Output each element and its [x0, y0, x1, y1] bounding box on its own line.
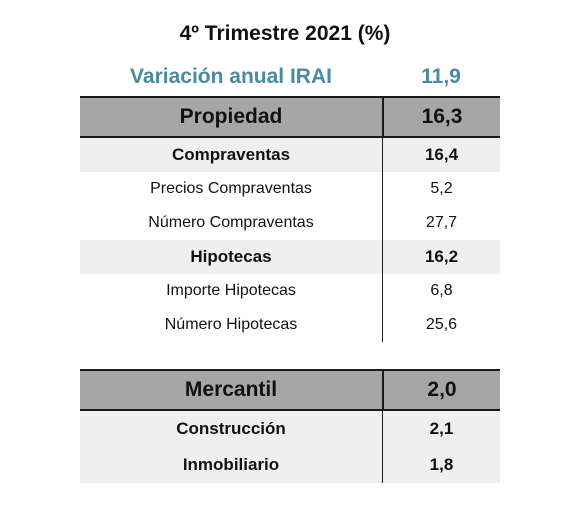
row-label: Inmobiliario	[182, 455, 280, 474]
table-row: Inmobiliario 1,8	[80, 447, 500, 483]
row-value: 27,7	[382, 206, 500, 240]
annual-variation-row: Variación anual IRAI 11,9	[80, 62, 500, 92]
row-value: 25,6	[382, 308, 500, 342]
row-value: 5,2	[382, 172, 500, 206]
row-label: Número Hipotecas	[164, 316, 298, 333]
table-row: Compraventas 16,4	[80, 138, 500, 172]
mercantil-table: Mercantil 2,0 Construcción 2,1 Inmobilia…	[80, 369, 500, 483]
page-title: 4º Trimestre 2021 (%)	[179, 22, 391, 45]
table-row: Hipotecas 16,2	[80, 240, 500, 274]
mercantil-label: Mercantil	[184, 378, 278, 401]
row-label: Precios Compraventas	[150, 180, 312, 197]
table-row: Importe Hipotecas 6,8	[80, 274, 500, 308]
row-value: 2,1	[382, 411, 500, 447]
propiedad-label: Propiedad	[179, 105, 283, 128]
mercantil-header-row: Mercantil 2,0	[80, 369, 500, 411]
row-value: 16,4	[382, 138, 500, 172]
annual-variation-label: Variación anual IRAI	[130, 65, 332, 88]
propiedad-value: 16,3	[382, 98, 500, 136]
table-row: Número Hipotecas 25,6	[80, 308, 500, 342]
row-value: 16,2	[382, 240, 500, 274]
row-label: Hipotecas	[190, 247, 272, 266]
table-row: Precios Compraventas 5,2	[80, 172, 500, 206]
mercantil-value: 2,0	[382, 371, 500, 409]
propiedad-table: Propiedad 16,3 Compraventas 16,4 Precios…	[80, 96, 500, 342]
row-label: Construcción	[176, 419, 286, 438]
row-label: Número Compraventas	[148, 214, 314, 231]
row-value: 1,8	[382, 447, 500, 483]
row-value: 6,8	[382, 274, 500, 308]
table-row: Construcción 2,1	[80, 411, 500, 447]
table-row: Número Compraventas 27,7	[80, 206, 500, 240]
annual-variation-value: 11,9	[421, 65, 461, 88]
propiedad-header-row: Propiedad 16,3	[80, 96, 500, 138]
row-label: Compraventas	[171, 145, 291, 164]
row-label: Importe Hipotecas	[166, 282, 296, 299]
